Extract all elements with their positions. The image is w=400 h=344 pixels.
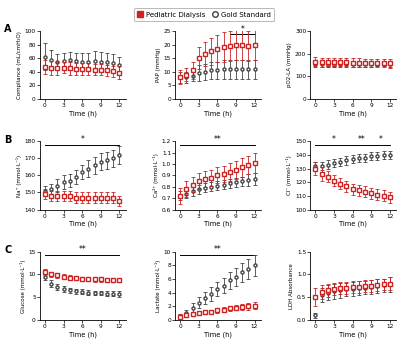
X-axis label: Time (h): Time (h): [204, 221, 232, 227]
Text: *: *: [240, 25, 244, 34]
X-axis label: Time (h): Time (h): [69, 221, 97, 227]
Text: **: **: [214, 135, 221, 144]
Text: **: **: [78, 246, 86, 255]
X-axis label: Time (h): Time (h): [69, 331, 97, 338]
Text: **: **: [214, 246, 221, 255]
Text: B: B: [4, 135, 12, 144]
Text: A: A: [4, 24, 12, 34]
Text: **: **: [358, 135, 366, 144]
X-axis label: Time (h): Time (h): [339, 110, 367, 117]
Y-axis label: Compliance (mL/cmH₂O): Compliance (mL/cmH₂O): [17, 31, 22, 99]
X-axis label: Time (h): Time (h): [204, 331, 232, 338]
Legend: Pediatric Dialysis, Gold Standard: Pediatric Dialysis, Gold Standard: [134, 8, 274, 21]
Y-axis label: PAP (mmHg): PAP (mmHg): [156, 48, 161, 82]
Y-axis label: Glucose (mmol·L⁻¹): Glucose (mmol·L⁻¹): [20, 259, 26, 313]
X-axis label: Time (h): Time (h): [339, 331, 367, 338]
X-axis label: Time (h): Time (h): [339, 221, 367, 227]
Text: *: *: [80, 135, 84, 144]
Text: *: *: [332, 135, 336, 144]
Y-axis label: Lactate (mmol·L⁻¹): Lactate (mmol·L⁻¹): [155, 260, 161, 312]
Y-axis label: Na⁺ (mmol·L⁻¹): Na⁺ (mmol·L⁻¹): [16, 154, 22, 196]
Text: *: *: [378, 135, 382, 144]
Y-axis label: Ca²⁺ (mmol·L⁻¹): Ca²⁺ (mmol·L⁻¹): [153, 153, 159, 197]
Y-axis label: Cl⁻ (mmol·L⁻¹): Cl⁻ (mmol·L⁻¹): [286, 155, 292, 195]
Y-axis label: LDH Absorbance: LDH Absorbance: [289, 263, 294, 309]
Text: C: C: [4, 245, 11, 255]
X-axis label: Time (h): Time (h): [204, 110, 232, 117]
X-axis label: Time (h): Time (h): [69, 110, 97, 117]
Y-axis label: pO2-LA (mmHg): pO2-LA (mmHg): [287, 43, 292, 87]
